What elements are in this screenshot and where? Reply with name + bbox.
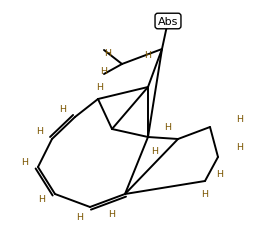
Text: H: H xyxy=(165,123,171,132)
Text: H: H xyxy=(236,115,244,124)
Text: H: H xyxy=(144,50,152,59)
Text: H: H xyxy=(96,83,104,92)
Text: H: H xyxy=(108,209,116,218)
Text: H: H xyxy=(201,190,209,199)
Text: H: H xyxy=(38,195,46,204)
Text: H: H xyxy=(37,127,43,136)
Text: H: H xyxy=(100,67,108,76)
Text: H: H xyxy=(21,158,29,167)
Text: H: H xyxy=(77,213,83,222)
Text: H: H xyxy=(104,48,112,57)
Text: H: H xyxy=(217,170,223,179)
Text: H: H xyxy=(236,143,244,152)
Text: H: H xyxy=(60,105,67,114)
Text: Abs: Abs xyxy=(158,17,178,27)
Text: H: H xyxy=(152,147,158,156)
